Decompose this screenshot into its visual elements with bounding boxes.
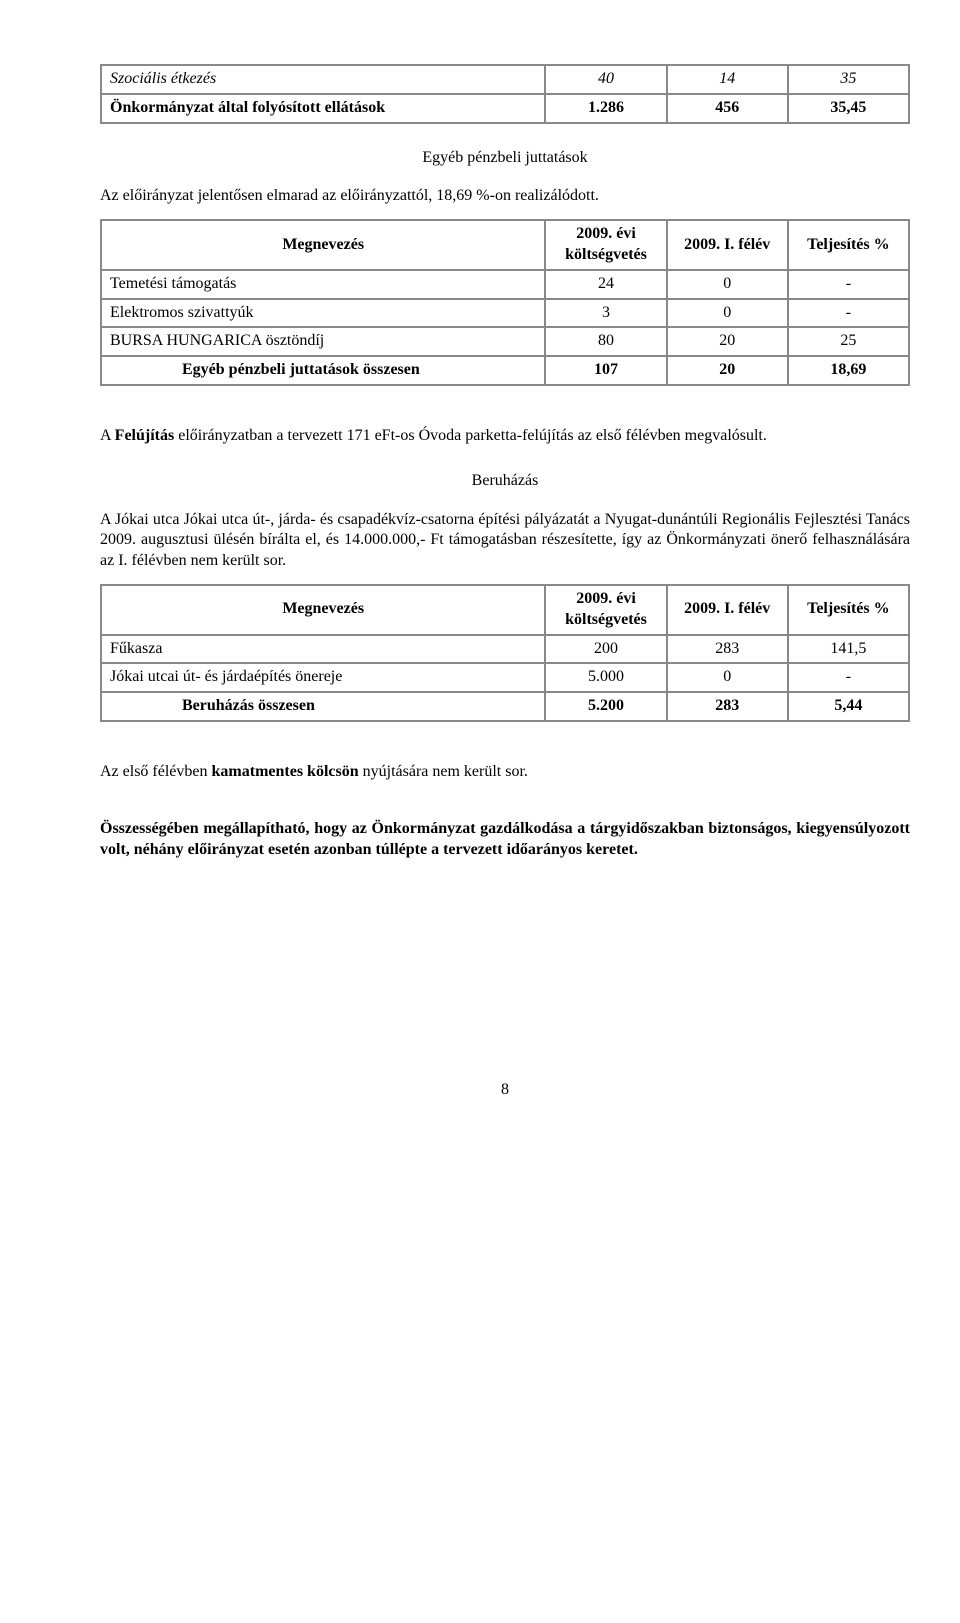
- cell-value: 40: [545, 65, 666, 94]
- cell-value: 0: [667, 299, 788, 328]
- cell-value: 456: [667, 94, 788, 123]
- cell-value: 200: [545, 635, 666, 664]
- th-c3: Teljesítés %: [788, 585, 909, 635]
- cell-name: Önkormányzat által folyósított ellátások: [101, 94, 545, 123]
- paragraph-felujitas: A Felújítás előirányzatban a tervezett 1…: [100, 426, 910, 447]
- section-title-egyeb: Egyéb pénzbeli juttatások: [100, 148, 910, 169]
- cell-value: 20: [667, 327, 788, 356]
- cell-value: 283: [667, 692, 788, 721]
- paragraph-kolcson: Az első félévben kamatmentes kölcsön nyú…: [100, 762, 910, 783]
- cell-value: 80: [545, 327, 666, 356]
- cell-value: 35,45: [788, 94, 909, 123]
- table-header-row: Megnevezés 2009. évi költségvetés 2009. …: [101, 220, 909, 270]
- cell-value: 5,44: [788, 692, 909, 721]
- table-header-row: Megnevezés 2009. évi költségvetés 2009. …: [101, 585, 909, 635]
- paragraph-egyeb: Az előirányzat jelentősen elmarad az elő…: [100, 186, 910, 207]
- cell-name: Jókai utcai út- és járdaépítés önereje: [101, 663, 545, 692]
- table-beruhazas: Megnevezés 2009. évi költségvetés 2009. …: [100, 584, 910, 722]
- page-number: 8: [100, 1080, 910, 1101]
- cell-value: 18,69: [788, 356, 909, 385]
- cell-value: 25: [788, 327, 909, 356]
- table-row: BURSA HUNGARICA ösztöndíj802025: [101, 327, 909, 356]
- cell-name: BURSA HUNGARICA ösztöndíj: [101, 327, 545, 356]
- th-c1: 2009. évi költségvetés: [545, 585, 666, 635]
- cell-value: -: [788, 663, 909, 692]
- th-name: Megnevezés: [101, 220, 545, 270]
- table-row: Elektromos szivattyúk30-: [101, 299, 909, 328]
- table-egyeb-jutt: Megnevezés 2009. évi költségvetés 2009. …: [100, 219, 910, 386]
- th-c2: 2009. I. félév: [667, 585, 788, 635]
- table-row: Beruházás összesen5.2002835,44: [101, 692, 909, 721]
- cell-value: 283: [667, 635, 788, 664]
- cell-value: 107: [545, 356, 666, 385]
- paragraph-summary: Összességében megállapítható, hogy az Ön…: [100, 819, 910, 861]
- cell-value: -: [788, 299, 909, 328]
- cell-value: 3: [545, 299, 666, 328]
- cell-name: Temetési támogatás: [101, 270, 545, 299]
- table-row: Temetési támogatás240-: [101, 270, 909, 299]
- th-c2: 2009. I. félév: [667, 220, 788, 270]
- paragraph-beruhazas: A Jókai utca Jókai utca út-, járda- és c…: [100, 510, 910, 572]
- cell-name: Egyéb pénzbeli juttatások összesen: [101, 356, 545, 385]
- section-title-beruhazas: Beruházás: [100, 471, 910, 492]
- cell-value: 24: [545, 270, 666, 299]
- cell-value: 5.000: [545, 663, 666, 692]
- cell-value: 1.286: [545, 94, 666, 123]
- cell-value: 20: [667, 356, 788, 385]
- cell-name: Fűkasza: [101, 635, 545, 664]
- table-row: Jókai utcai út- és járdaépítés önereje5.…: [101, 663, 909, 692]
- cell-value: 0: [667, 270, 788, 299]
- table-row: Egyéb pénzbeli juttatások összesen107201…: [101, 356, 909, 385]
- cell-value: -: [788, 270, 909, 299]
- th-name: Megnevezés: [101, 585, 545, 635]
- cell-name: Elektromos szivattyúk: [101, 299, 545, 328]
- cell-value: 141,5: [788, 635, 909, 664]
- table-top: Szociális étkezés401435Önkormányzat álta…: [100, 64, 910, 124]
- cell-name: Beruházás összesen: [101, 692, 545, 721]
- cell-value: 14: [667, 65, 788, 94]
- table-row: Önkormányzat által folyósított ellátások…: [101, 94, 909, 123]
- th-c3: Teljesítés %: [788, 220, 909, 270]
- cell-value: 35: [788, 65, 909, 94]
- th-c1: 2009. évi költségvetés: [545, 220, 666, 270]
- cell-value: 5.200: [545, 692, 666, 721]
- table-row: Szociális étkezés401435: [101, 65, 909, 94]
- cell-name: Szociális étkezés: [101, 65, 545, 94]
- cell-value: 0: [667, 663, 788, 692]
- table-row: Fűkasza200283141,5: [101, 635, 909, 664]
